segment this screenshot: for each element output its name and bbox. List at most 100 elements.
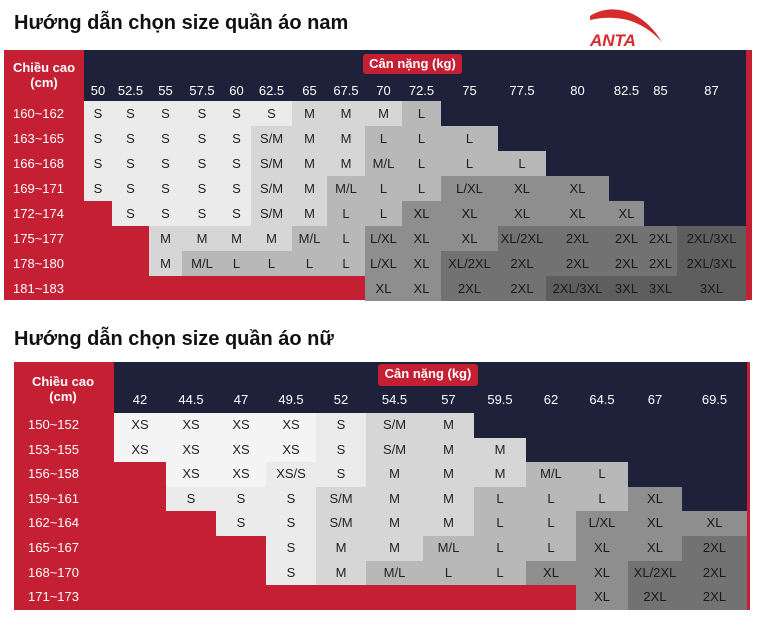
female-size-cell: XS (166, 437, 216, 463)
male-size-cell: M/L (365, 151, 402, 176)
male-size-cell: L (365, 176, 402, 201)
male-size-cell: S (222, 101, 251, 126)
male-size-cell: M (251, 226, 292, 251)
male-size-cell: XL/2XL (498, 226, 546, 251)
male-size-cell: S (84, 126, 112, 151)
male-size-cell: S/M (251, 151, 292, 176)
male-size-cell: 2XL (441, 276, 498, 301)
male-size-cell: XL (402, 226, 441, 251)
male-size-cell: M/L (327, 176, 365, 201)
male-size-cell: S (112, 201, 149, 226)
male-size-cell: S/M (251, 201, 292, 226)
male-size-cell: S (182, 176, 222, 201)
male-size-cell: 3XL (644, 276, 677, 301)
male-size-cell: M/L (182, 251, 222, 276)
female-size-cell: M (366, 536, 423, 561)
female-size-cell: S (266, 560, 316, 586)
male-height-4: 172~174 (13, 206, 64, 221)
female-weight-3: 49.5 (278, 392, 304, 407)
female-size-cell: M (366, 511, 423, 536)
female-size-cell: XL (576, 536, 628, 561)
female-size-cell: XL (628, 486, 682, 512)
female-weight-label: Cân nặng (kg) (378, 364, 478, 386)
female-size-cell: M (423, 462, 474, 487)
male-weight-11: 77.5 (509, 83, 535, 98)
female-size-cell: L (526, 511, 576, 536)
male-size-cell: L/XL (365, 226, 402, 251)
female-size-cell: L (474, 560, 526, 586)
male-size-cell: L (327, 201, 365, 226)
male-size-cell: 2XL (498, 251, 546, 276)
female-size-cell: L (576, 486, 628, 512)
male-height-5: 175~177 (13, 231, 64, 246)
male-weight-4: 60 (229, 83, 244, 98)
male-height-6: 178~180 (13, 256, 64, 271)
female-size-cell: S (316, 437, 366, 463)
female-size-cell: S (316, 462, 366, 487)
female-height-label: Chiều cao (cm) (18, 372, 108, 414)
male-size-cell: S (149, 151, 182, 176)
male-size-cell: XL (402, 276, 441, 301)
female-size-cell: L (474, 536, 526, 561)
female-size-cell: XL (628, 511, 682, 536)
female-size-cell: S/M (366, 413, 423, 438)
female-weight-7: 59.5 (487, 392, 513, 407)
male-size-cell: 2XL/3XL (677, 226, 746, 251)
male-size-cell: S (149, 126, 182, 151)
male-size-cell: L (402, 176, 441, 201)
female-size-cell: XL (628, 536, 682, 561)
male-size-cell: 2XL (546, 251, 609, 276)
male-size-cell: S (182, 201, 222, 226)
male-size-cell: 2XL (644, 226, 677, 251)
female-size-cell: M (423, 511, 474, 536)
female-weight-4: 52 (333, 392, 349, 407)
male-height-0: 160~162 (13, 106, 64, 121)
female-size-cell: XL (682, 511, 747, 536)
female-size-cell: M (316, 536, 366, 561)
female-weight-6: 57 (441, 392, 456, 407)
male-size-cell: XL (365, 276, 402, 301)
male-size-cell: XL (402, 251, 441, 276)
male-size-cell: M (292, 126, 327, 151)
male-size-cell: XL (609, 201, 644, 226)
male-size-cell: L (498, 151, 546, 176)
female-height-2: 156~158 (28, 466, 79, 482)
male-size-cell: S (222, 201, 251, 226)
male-size-cell: XL/2XL (441, 251, 498, 276)
female-weight-10: 67 (647, 392, 663, 407)
male-size-cell: S/M (251, 126, 292, 151)
female-weight-2: 47 (233, 392, 249, 407)
female-size-cell: M (366, 486, 423, 512)
female-size-cell: XS (266, 437, 316, 463)
male-weight-10: 75 (462, 83, 477, 98)
male-weight-1: 52.5 (117, 83, 144, 98)
female-size-cell: S (266, 511, 316, 536)
male-size-cell: S (149, 101, 182, 126)
male-size-cell: S (112, 101, 149, 126)
male-size-cell: 2XL (644, 251, 677, 276)
female-size-cell: S (316, 413, 366, 438)
female-size-cell: M/L (423, 536, 474, 561)
male-size-cell: S (149, 201, 182, 226)
female-size-cell: L (474, 486, 526, 512)
male-weight-15: 87 (704, 83, 719, 98)
female-height-4: 162~164 (28, 515, 79, 531)
male-weight-0: 50 (90, 83, 106, 98)
male-title: Hướng dẫn chọn size quần áo nam (14, 12, 349, 34)
female-size-cell: XS (114, 413, 166, 438)
male-height-3: 169~171 (13, 181, 64, 196)
female-size-chart: Chiều cao (cm) Cân nặng (kg) 42 44.5 47 49.5 52… (14, 362, 750, 610)
female-size-cell: L (526, 536, 576, 561)
male-height-label: Chiều cao (cm) (8, 58, 80, 100)
male-empty-area (546, 151, 746, 176)
male-weight-label: Cân nặng (kg) (363, 54, 462, 74)
female-size-cell: M/L (366, 560, 423, 586)
female-size-cell: S (266, 486, 316, 512)
female-size-cell: M (423, 486, 474, 512)
male-empty-area (609, 176, 746, 201)
male-size-chart: Chiều cao (cm) Cân nặng (kg) 50 52.5 55 57.5 60… (4, 50, 752, 301)
male-size-cell: L (402, 151, 441, 176)
male-empty-area (441, 101, 746, 126)
female-size-cell: L (576, 462, 628, 487)
male-weight-3: 57.5 (189, 83, 215, 98)
